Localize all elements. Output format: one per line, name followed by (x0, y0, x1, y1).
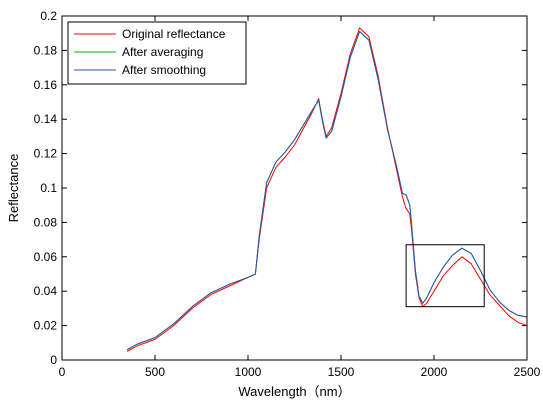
legend-box (67, 21, 247, 85)
x-tick-label: 1000 (235, 365, 262, 379)
y-axis-ticks: 0 0.02 0.04 0.06 0.08 0.1 0.12 0.14 0.16 0.18 0.2 (34, 9, 527, 367)
legend-label: After smoothing (122, 63, 206, 77)
y-tick-label: 0.08 (34, 215, 58, 229)
y-tick-label: 0.04 (34, 284, 58, 298)
highlight-box (405, 244, 485, 308)
x-tick-label: 500 (145, 365, 165, 379)
y-tick-label: 0.18 (34, 43, 58, 57)
series-lines (126, 27, 528, 352)
x-axis-label: Wavelength（nm） (238, 384, 350, 399)
y-tick-label: 0 (50, 353, 57, 367)
plot-frame (61, 15, 528, 361)
annotations (405, 244, 485, 308)
y-tick-label: 0.02 (34, 319, 58, 333)
y-tick-label: 0.1 (40, 181, 57, 195)
x-tick-label: 0 (59, 365, 66, 379)
y-tick-label: 0.14 (34, 112, 58, 126)
legend-label: After averaging (122, 45, 203, 59)
x-tick-label: 2500 (514, 365, 541, 379)
series-line-2 (126, 31, 528, 351)
y-tick-label: 0.06 (34, 250, 58, 264)
y-tick-label: 0.2 (40, 9, 57, 23)
legend: Original reflectance After averaging After… (67, 21, 247, 85)
x-axis-ticks: 0 500 1000 1500 2000 2500 (59, 16, 541, 379)
y-tick-label: 0.12 (34, 147, 58, 161)
x-tick-label: 2000 (421, 365, 448, 379)
y-axis-label: Reflectance (6, 154, 21, 223)
x-tick-label: 1500 (328, 365, 355, 379)
legend-label: Original reflectance (122, 27, 226, 41)
y-tick-label: 0.16 (34, 78, 58, 92)
